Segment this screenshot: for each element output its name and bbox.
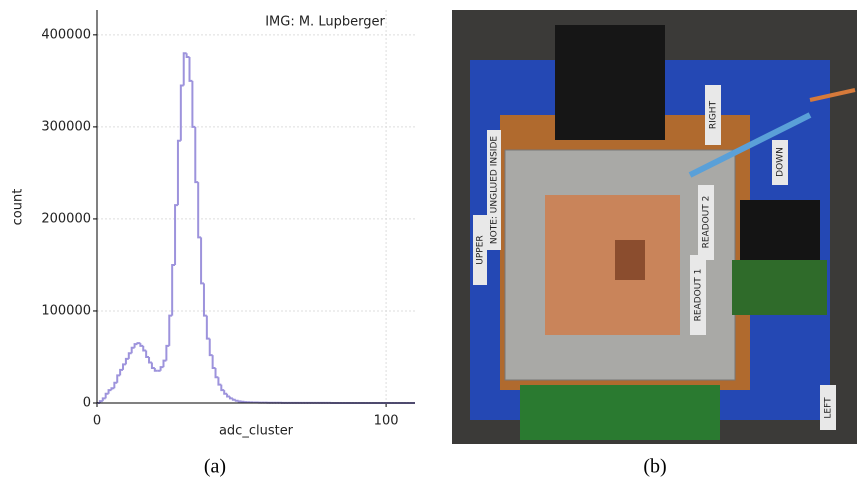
- x-tick-label: 100: [374, 414, 399, 429]
- histogram-step: [200, 237, 204, 285]
- histogram-step: [205, 315, 210, 340]
- histogram-step: [214, 368, 219, 379]
- histogram-step: [153, 368, 158, 372]
- y-tick-label: 200000: [41, 211, 91, 226]
- histogram-step: [122, 363, 126, 370]
- histogram-step: [127, 352, 132, 359]
- histogram-step: [159, 366, 164, 371]
- photo-label: DOWN: [776, 147, 786, 177]
- histogram-step: [179, 84, 184, 141]
- histogram-step: [150, 362, 155, 370]
- histogram-step: [142, 345, 147, 352]
- histogram-step: [101, 397, 106, 402]
- photo-label: LEFT: [824, 397, 834, 419]
- histogram-step: [139, 343, 144, 347]
- photo-label: UPPER: [476, 235, 486, 264]
- histogram-step: [104, 392, 109, 399]
- y-tick-label: 400000: [41, 27, 91, 42]
- histogram-step: [168, 314, 173, 346]
- y-axis-label: count: [11, 189, 26, 226]
- histogram-step: [194, 126, 199, 184]
- histogram-step: [182, 52, 187, 86]
- histogram-step: [217, 377, 222, 386]
- histogram-step: [148, 356, 152, 364]
- y-tick-label: 0: [83, 396, 91, 411]
- histogram-step: [223, 390, 228, 395]
- histogram-step: [107, 389, 112, 394]
- photo-label: NOTE: UNGLUED INSIDE: [490, 136, 500, 245]
- histogram-step: [162, 359, 167, 368]
- photo-label: READOUT 1: [694, 269, 704, 322]
- histogram-step: [231, 398, 236, 401]
- y-tick-label: 300000: [41, 119, 91, 134]
- histogram-step: [202, 283, 207, 317]
- histogram-step: [188, 56, 193, 82]
- histogram-step: [226, 393, 230, 398]
- histogram-step: [174, 204, 178, 265]
- histogram-step: [176, 139, 181, 206]
- histogram-step: [113, 381, 118, 389]
- histogram-step: [197, 182, 202, 239]
- photo: NOTE: UNGLUED INSIDE UPPER READOUT 1 REA…: [452, 10, 857, 444]
- histogram-step: [208, 338, 213, 357]
- histogram-step: [130, 346, 135, 354]
- histogram-step: [220, 384, 225, 392]
- histogram-step: [116, 374, 121, 383]
- histogram-step: [228, 396, 233, 400]
- histogram-step: [191, 80, 196, 128]
- histogram-step: [234, 399, 239, 402]
- caption: (b): [643, 456, 666, 478]
- caption: (a): [204, 456, 226, 478]
- histogram-step: [133, 343, 138, 348]
- histogram-step: [185, 53, 190, 58]
- x-tick-label: 0: [93, 414, 101, 429]
- photo-label: RIGHT: [709, 100, 719, 129]
- x-axis-label: adc_cluster: [219, 424, 294, 439]
- annotation: IMG: M. Lupberger: [265, 15, 385, 30]
- histogram-step: [171, 263, 176, 316]
- histogram-step: [237, 400, 242, 403]
- photo-label: READOUT 2: [702, 196, 712, 249]
- y-tick-label: 100000: [41, 303, 91, 318]
- histogram-step: [145, 350, 150, 358]
- histogram-step: [165, 344, 170, 361]
- histogram-step: [124, 357, 129, 365]
- histogram-step: [119, 368, 124, 376]
- histogram-step: [110, 387, 115, 391]
- histogram-step: [211, 355, 216, 370]
